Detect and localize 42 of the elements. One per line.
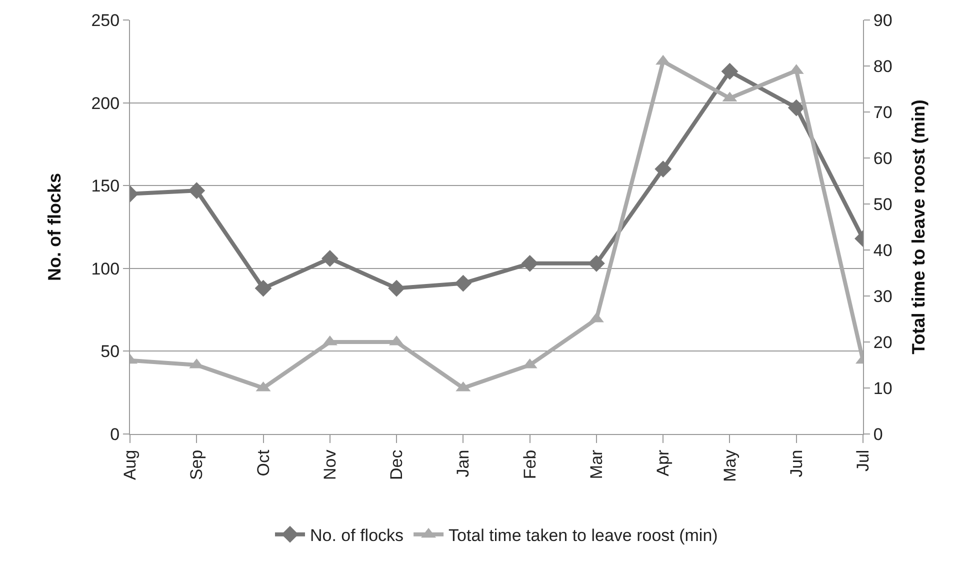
legend-label: Total time taken to leave roost (min): [448, 526, 718, 545]
point: [788, 99, 805, 116]
y-tick-label: 100: [91, 259, 120, 278]
y2-tick-label: 10: [873, 378, 892, 398]
x-tick-label: Jun: [786, 450, 806, 478]
point: [588, 254, 605, 272]
point: [188, 182, 206, 200]
x-tick-label: Dec: [387, 449, 406, 480]
point: [388, 280, 405, 297]
y2-tick-label: 70: [873, 102, 892, 122]
point: [254, 280, 272, 297]
y-tick-label: 250: [91, 10, 120, 30]
y-tick-label: 50: [100, 342, 120, 362]
y2-tick-label: 50: [873, 194, 892, 214]
point: [321, 250, 338, 267]
x-tick-label: Jan: [454, 450, 473, 478]
x-tick-label: May: [720, 449, 740, 482]
x-tick-label: Nov: [320, 449, 340, 480]
y2-tick-label: 0: [873, 424, 883, 444]
y2-tick-label: 20: [873, 332, 892, 352]
y2-tick-label: 30: [873, 286, 892, 306]
y2-tick-label: 80: [873, 56, 892, 76]
y-tick-label: 150: [91, 176, 120, 196]
y-tick-label: 200: [91, 94, 120, 113]
y2-tick-label: 60: [873, 148, 892, 168]
point: [454, 274, 472, 292]
y2-axis-title: Total time to leave roost (min): [908, 100, 928, 354]
point: [521, 254, 538, 272]
x-tick-label: Feb: [520, 450, 540, 480]
x-tick-label: Apr: [654, 449, 673, 476]
x-tick-label: Sep: [187, 450, 206, 480]
y-axis-title: No. of flocks: [44, 172, 64, 282]
y2-tick-label: 40: [873, 240, 892, 260]
point: [654, 160, 672, 178]
point: [721, 62, 738, 80]
legend-label: No. of flocks: [310, 526, 404, 545]
x-tick-label: Aug: [120, 450, 140, 480]
y2-tick-label: 90: [873, 10, 892, 30]
x-tick-label: Mar: [586, 449, 606, 480]
y-tick-label: 0: [110, 424, 120, 444]
x-tick-label: Jul: [854, 450, 873, 472]
x-tick-label: Oct: [254, 450, 273, 476]
